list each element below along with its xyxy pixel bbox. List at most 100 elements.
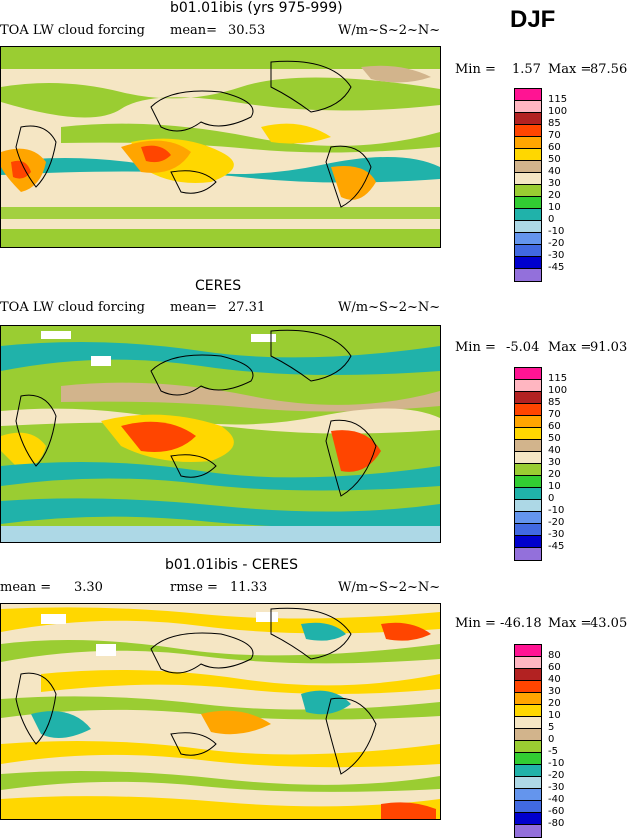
colorbar-swatch (515, 173, 541, 185)
colorbar-tick-label: 60 (548, 142, 561, 153)
colorbar-swatch (515, 404, 541, 416)
colorbar-swatch (515, 221, 541, 233)
colorbar-tick-label: 0 (548, 734, 555, 745)
colorbar-tick-label: 100 (548, 106, 568, 117)
colorbar-tick-label: -45 (548, 541, 565, 552)
colorbar-swatch (515, 765, 541, 777)
season-label: DJF (510, 6, 556, 33)
panel2-mean-label: mean= (170, 300, 218, 315)
colorbar-swatch (515, 464, 541, 476)
panel3-units: W/m~S~2~N~ (338, 580, 441, 595)
colorbar-tick-label: 100 (548, 385, 568, 396)
colorbar-swatch (515, 416, 541, 428)
panel1-mean-value: 30.53 (228, 23, 266, 38)
panel3-min-label: Min = (455, 616, 496, 631)
colorbar-tick-label: -10 (548, 758, 565, 769)
colorbar-swatch (515, 741, 541, 753)
colorbar-tick-label: 40 (548, 445, 561, 456)
colorbar-swatch (515, 669, 541, 681)
panel3-min-value: -46.18 (500, 616, 542, 631)
colorbar-swatch (515, 428, 541, 440)
panel2-units: W/m~S~2~N~ (338, 300, 441, 315)
panel1-title: b01.01ibis (yrs 975-999) (170, 0, 343, 16)
colorbar-tick-label: 5 (548, 722, 555, 733)
colorbar-swatch (515, 753, 541, 765)
colorbar-tick-label: 115 (548, 373, 568, 384)
colorbar-swatch (515, 137, 541, 149)
panel2-colorbar (514, 367, 542, 561)
colorbar-tick-label: 50 (548, 154, 561, 165)
colorbar-tick-label: -20 (548, 238, 565, 249)
colorbar-swatch (515, 512, 541, 524)
colorbar-tick-label: 40 (548, 166, 561, 177)
panel2-max-label: Max = (548, 340, 592, 355)
colorbar-swatch (515, 452, 541, 464)
colorbar-tick-label: 20 (548, 190, 561, 201)
colorbar-swatch (515, 524, 541, 536)
colorbar-tick-label: 30 (548, 686, 561, 697)
colorbar-tick-label: 70 (548, 409, 561, 420)
colorbar-swatch (515, 161, 541, 173)
colorbar-swatch (515, 536, 541, 548)
colorbar-swatch (515, 657, 541, 669)
colorbar-swatch (515, 392, 541, 404)
colorbar-tick-label: -40 (548, 794, 565, 805)
colorbar-tick-label: -30 (548, 782, 565, 793)
colorbar-tick-label: -30 (548, 529, 565, 540)
panel1-max-value: 87.56 (590, 62, 628, 77)
colorbar-swatch (515, 476, 541, 488)
colorbar-swatch (515, 705, 541, 717)
colorbar-tick-label: 85 (548, 118, 561, 129)
panel1-variable-label: TOA LW cloud forcing (0, 23, 145, 38)
colorbar-swatch (515, 368, 541, 380)
colorbar-tick-label: -30 (548, 250, 565, 261)
colorbar-swatch (515, 488, 541, 500)
panel1-map (0, 46, 441, 248)
colorbar-tick-label: 10 (548, 481, 561, 492)
panel3-rmse-value: 11.33 (230, 580, 268, 595)
panel2-max-value: 91.03 (590, 340, 628, 355)
panel2-min-value: -5.04 (506, 340, 540, 355)
colorbar-swatch (515, 149, 541, 161)
colorbar-swatch (515, 777, 541, 789)
colorbar-swatch (515, 197, 541, 209)
colorbar-tick-label: -45 (548, 262, 565, 273)
colorbar-swatch (515, 89, 541, 101)
colorbar-tick-label: 40 (548, 674, 561, 685)
colorbar-swatch (515, 185, 541, 197)
colorbar-tick-label: -60 (548, 806, 565, 817)
colorbar-tick-label: 115 (548, 94, 568, 105)
panel3-max-value: 43.05 (590, 616, 628, 631)
panel3-title: b01.01ibis - CERES (165, 557, 298, 573)
colorbar-swatch (515, 101, 541, 113)
panel3-mean-label: mean = (0, 580, 52, 595)
colorbar-swatch (515, 440, 541, 452)
colorbar-tick-label: 60 (548, 662, 561, 673)
panel1-min-label: Min = (455, 62, 496, 77)
colorbar-swatch (515, 825, 541, 837)
colorbar-tick-label: -10 (548, 505, 565, 516)
colorbar-swatch (515, 380, 541, 392)
panel3-max-label: Max = (548, 616, 592, 631)
colorbar-swatch (515, 113, 541, 125)
panel2-min-label: Min = (455, 340, 496, 355)
panel1-mean-label: mean= (170, 23, 218, 38)
colorbar-swatch (515, 269, 541, 281)
colorbar-swatch (515, 729, 541, 741)
colorbar-swatch (515, 789, 541, 801)
colorbar-swatch (515, 500, 541, 512)
colorbar-tick-label: 20 (548, 469, 561, 480)
colorbar-swatch (515, 125, 541, 137)
colorbar-swatch (515, 717, 541, 729)
colorbar-tick-label: 70 (548, 130, 561, 141)
colorbar-swatch (515, 813, 541, 825)
colorbar-tick-label: -80 (548, 818, 565, 829)
colorbar-tick-label: -20 (548, 517, 565, 528)
panel3-colorbar (514, 644, 542, 838)
colorbar-tick-label: 10 (548, 710, 561, 721)
colorbar-tick-label: 85 (548, 397, 561, 408)
colorbar-swatch (515, 209, 541, 221)
panel2-mean-value: 27.31 (228, 300, 266, 315)
panel2-variable-label: TOA LW cloud forcing (0, 300, 145, 315)
panel1-units: W/m~S~2~N~ (338, 23, 441, 38)
